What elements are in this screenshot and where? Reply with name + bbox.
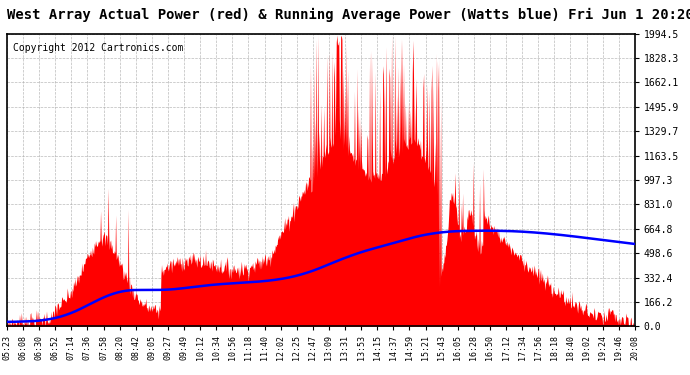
Text: West Array Actual Power (red) & Running Average Power (Watts blue) Fri Jun 1 20:: West Array Actual Power (red) & Running … — [7, 8, 690, 22]
Text: Copyright 2012 Cartronics.com: Copyright 2012 Cartronics.com — [13, 42, 184, 52]
